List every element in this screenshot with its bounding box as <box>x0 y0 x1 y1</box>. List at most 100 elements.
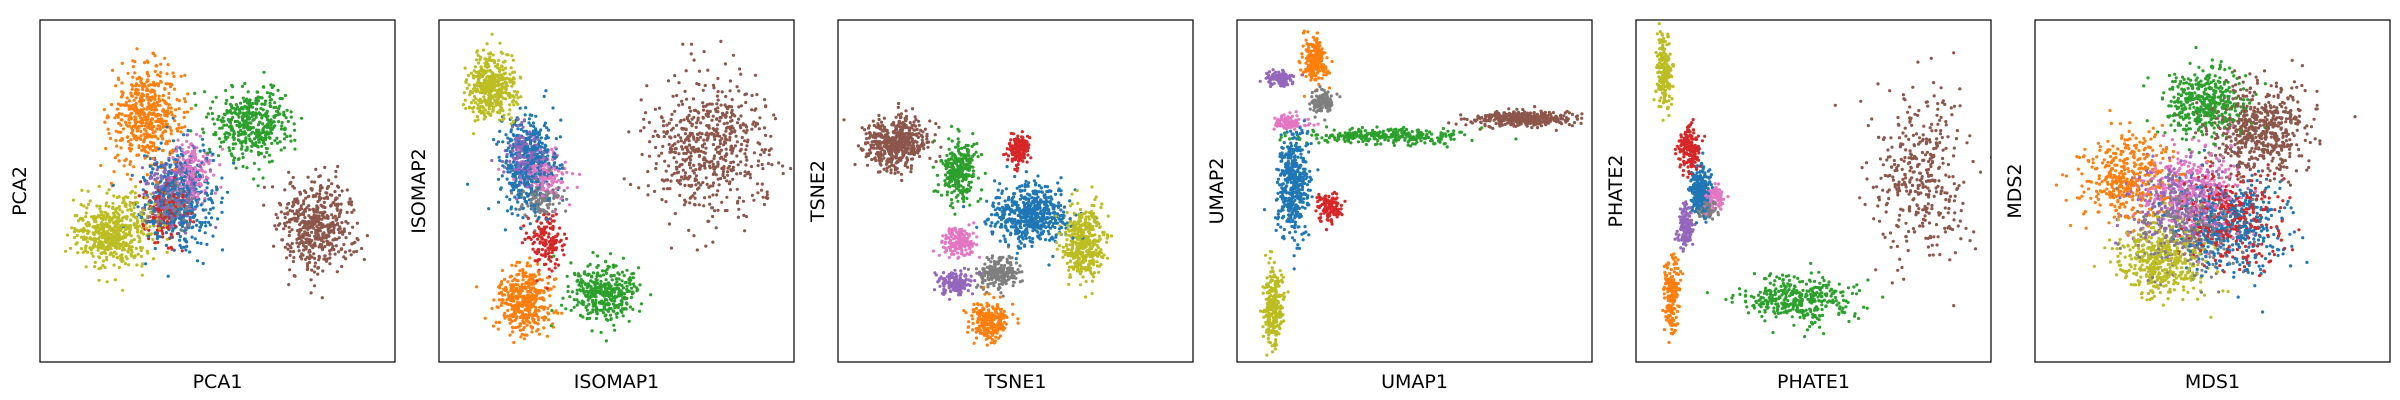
data-point <box>118 208 122 212</box>
data-point <box>179 152 184 156</box>
data-point <box>104 217 108 221</box>
data-point <box>612 290 617 294</box>
data-point <box>151 131 155 135</box>
data-point <box>308 226 312 230</box>
data-point <box>95 204 99 208</box>
data-point <box>250 113 254 117</box>
data-point <box>88 246 92 250</box>
data-point <box>311 246 315 250</box>
data-point <box>174 158 178 162</box>
data-point <box>772 113 776 117</box>
data-point <box>328 241 332 245</box>
data-point <box>220 147 225 151</box>
data-point <box>471 132 476 136</box>
data-point <box>620 310 624 314</box>
data-point <box>211 158 215 163</box>
data-point <box>136 88 140 92</box>
data-point <box>121 288 125 292</box>
data-point <box>318 185 322 189</box>
data-point <box>245 114 249 118</box>
data-point <box>140 112 145 116</box>
data-point <box>739 160 743 164</box>
data-point <box>72 230 76 234</box>
data-point <box>513 168 518 172</box>
data-point <box>161 232 165 236</box>
data-point <box>155 236 159 241</box>
data-point <box>704 244 708 248</box>
data-point <box>182 210 186 214</box>
data-point <box>163 56 167 60</box>
data-point <box>498 320 502 324</box>
data-point <box>268 95 272 99</box>
data-point <box>699 135 703 139</box>
data-point <box>109 228 113 232</box>
data-point <box>486 110 490 114</box>
data-point <box>129 234 133 238</box>
data-point <box>248 138 252 142</box>
data-point <box>176 154 180 158</box>
data-point <box>161 98 165 102</box>
data-point <box>203 220 207 224</box>
data-point <box>174 174 178 178</box>
data-point <box>506 290 510 294</box>
data-point <box>173 224 177 228</box>
data-point <box>725 121 729 125</box>
data-point <box>187 145 191 149</box>
data-point <box>518 106 522 110</box>
data-point <box>255 90 259 94</box>
data-point <box>137 84 141 88</box>
data-point <box>189 107 193 111</box>
data-point <box>103 265 107 270</box>
data-point <box>75 241 79 245</box>
data-point <box>675 171 679 175</box>
data-point <box>283 245 287 249</box>
data-point <box>514 100 518 104</box>
data-point <box>663 159 667 163</box>
data-point <box>491 324 496 328</box>
data-point <box>194 103 198 107</box>
data-point <box>96 246 100 250</box>
data-point <box>657 154 661 158</box>
data-point <box>313 264 317 268</box>
data-point <box>688 174 692 179</box>
data-point <box>92 242 96 246</box>
data-point <box>126 135 130 139</box>
data-point <box>135 263 139 267</box>
data-point <box>143 156 147 160</box>
data-point <box>739 126 743 130</box>
data-point <box>308 216 313 220</box>
data-point <box>106 244 110 248</box>
data-point <box>129 218 133 222</box>
data-point <box>207 197 211 201</box>
data-point <box>164 243 168 247</box>
data-point <box>355 249 359 253</box>
data-point <box>151 167 155 171</box>
data-point <box>128 117 132 121</box>
data-point <box>243 122 247 127</box>
data-point <box>198 228 202 233</box>
data-point <box>234 103 238 107</box>
data-point <box>330 182 334 186</box>
data-point <box>705 109 710 113</box>
data-point <box>117 236 121 240</box>
data-point <box>114 221 118 225</box>
data-point <box>542 124 547 128</box>
data-point <box>199 203 203 207</box>
data-point <box>207 147 212 151</box>
data-point <box>169 110 173 114</box>
data-point <box>202 131 206 135</box>
data-point <box>147 125 151 129</box>
data-point <box>110 68 115 72</box>
data-point <box>83 228 87 232</box>
data-point <box>629 286 634 290</box>
data-point <box>263 138 267 142</box>
data-point <box>336 228 340 232</box>
data-point <box>282 113 286 117</box>
data-point <box>562 232 567 236</box>
data-point <box>266 114 270 118</box>
data-point <box>314 167 318 171</box>
data-point <box>688 120 692 125</box>
data-point <box>257 167 261 171</box>
data-point <box>224 88 228 93</box>
data-point <box>686 136 690 141</box>
